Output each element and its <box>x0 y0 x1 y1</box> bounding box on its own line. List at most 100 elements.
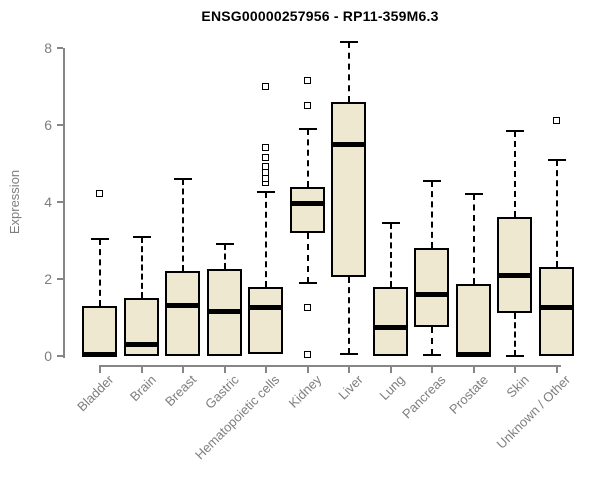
outlier-point <box>304 101 311 109</box>
x-tick <box>348 367 350 373</box>
y-tick-label: 2 <box>44 271 52 287</box>
median-line <box>373 324 408 330</box>
y-tick-label: 6 <box>44 117 52 133</box>
median-line <box>82 351 117 357</box>
outlier-point <box>262 82 269 90</box>
upper-whisker <box>348 42 350 102</box>
lower-whisker <box>431 327 433 355</box>
median-line <box>539 305 574 311</box>
upper-whisker <box>99 238 101 306</box>
upper-whisker <box>307 128 309 187</box>
x-tick-label: Pancreas <box>399 372 449 422</box>
upper-whisker-cap <box>91 237 109 240</box>
upper-whisker-cap <box>133 235 151 238</box>
upper-whisker-cap <box>257 191 275 194</box>
x-tick <box>265 367 267 373</box>
upper-whisker <box>556 159 558 268</box>
x-tick <box>473 367 475 373</box>
upper-whisker <box>224 244 226 270</box>
x-tick-label: Bladder <box>74 372 117 415</box>
outlier-point <box>262 153 269 161</box>
median-line <box>497 272 532 278</box>
upper-whisker <box>431 180 433 249</box>
lower-whisker <box>514 312 516 356</box>
upper-whisker-cap <box>216 243 234 246</box>
upper-whisker-cap <box>340 41 358 44</box>
x-tick <box>431 367 433 373</box>
upper-whisker-cap <box>465 193 483 196</box>
upper-whisker <box>514 130 516 218</box>
y-tick-label: 4 <box>44 194 52 210</box>
median-line <box>124 341 159 347</box>
box <box>456 283 491 356</box>
median-line <box>248 305 283 311</box>
x-tick <box>224 367 226 373</box>
x-tick <box>141 367 143 373</box>
x-tick-label: Unknown / Other <box>494 372 574 452</box>
upper-whisker <box>141 236 143 299</box>
x-tick <box>307 367 309 373</box>
upper-whisker-cap <box>548 158 566 161</box>
box <box>373 286 408 356</box>
x-tick-label: Kidney <box>285 372 325 411</box>
x-tick <box>390 367 392 373</box>
box <box>165 271 200 356</box>
lower-whisker-cap <box>423 353 441 356</box>
upper-whisker <box>390 223 392 287</box>
outlier-point <box>262 144 269 152</box>
upper-whisker-cap <box>174 177 192 180</box>
median-line <box>290 201 325 207</box>
x-tick <box>99 367 101 373</box>
y-axis-line <box>63 48 65 358</box>
x-tick-label: Skin <box>503 372 532 401</box>
box <box>82 305 117 356</box>
box <box>497 217 532 313</box>
y-tick-label: 8 <box>44 40 52 56</box>
x-tick-label: Gastric <box>201 372 242 412</box>
upper-whisker <box>182 178 184 272</box>
outlier-point <box>553 117 560 125</box>
upper-whisker-cap <box>299 127 317 130</box>
lower-whisker-cap <box>340 353 358 356</box>
median-line <box>207 309 242 315</box>
lower-whisker-cap <box>506 355 524 357</box>
box <box>414 248 449 328</box>
lower-whisker-cap <box>299 281 317 284</box>
chart-title: ENSG00000257956 - RP11-359M6.3 <box>201 8 439 24</box>
box <box>248 286 283 355</box>
y-tick <box>57 47 63 49</box>
box <box>331 101 366 278</box>
lower-whisker <box>307 232 309 283</box>
median-line <box>456 351 491 357</box>
x-tick-label: Prostate <box>445 372 491 417</box>
y-tick <box>57 201 63 203</box>
y-tick <box>57 124 63 126</box>
x-tick-label: Breast <box>162 372 200 410</box>
x-tick <box>514 367 516 373</box>
y-tick <box>57 355 63 357</box>
box <box>290 186 325 233</box>
y-tick-label: 0 <box>44 348 52 364</box>
median-line <box>414 291 449 297</box>
x-tick-label: Liver <box>335 372 366 403</box>
upper-whisker <box>473 194 475 284</box>
upper-whisker-cap <box>423 179 441 182</box>
box <box>539 267 574 356</box>
upper-whisker-cap <box>382 222 400 225</box>
median-line <box>165 303 200 309</box>
lower-whisker <box>348 277 350 355</box>
x-axis-line <box>99 365 561 367</box>
outlier-point <box>304 350 311 358</box>
y-tick <box>57 278 63 280</box>
median-line <box>331 141 366 147</box>
outlier-point <box>304 76 311 84</box>
outlier-point <box>304 303 311 311</box>
outlier-point <box>262 163 269 171</box>
x-tick <box>556 367 558 373</box>
outlier-point <box>96 190 103 198</box>
x-tick-label: Lung <box>376 372 408 404</box>
x-tick-label: Brain <box>126 372 159 405</box>
x-tick <box>182 367 184 373</box>
